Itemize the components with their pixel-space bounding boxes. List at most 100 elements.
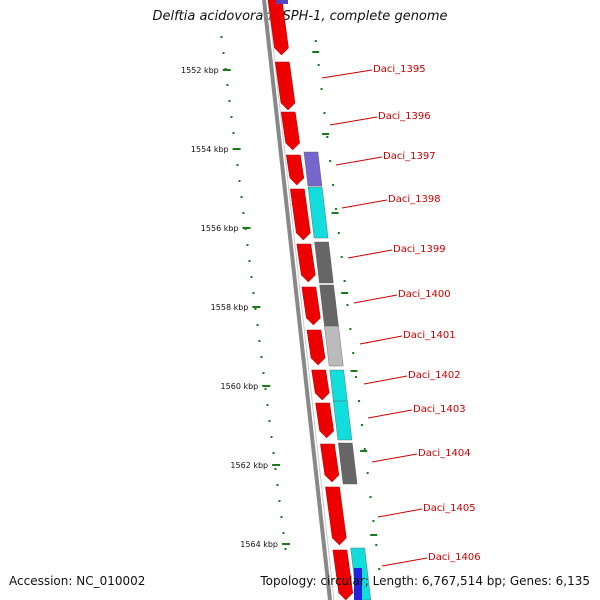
gene-label: Daci_1404 [418,448,471,459]
label-leader [359,335,403,345]
map-title: Delftia acidovorans SPH-1, complete geno… [152,9,448,24]
tick-track: 1552 kbp 1554 kbp 1556 kbp 1558 kbp 1560 kbp… [181,51,378,549]
gene-label: Daci_1396 [378,111,431,122]
gene-arrow-icon [267,0,289,56]
gc-dot [314,40,317,42]
cog-block [307,186,329,239]
gc-dot [340,256,343,258]
gc-dot [248,260,251,262]
gene-label: Daci_1406 [428,552,481,563]
tick-label: 1552 kbp [181,66,219,75]
cog-block [303,151,323,187]
gene-arrow-icon [301,286,321,326]
cog-block [354,568,362,600]
gc-dot [346,304,349,306]
tick-label: 1564 kbp [240,540,278,549]
label-leader [371,453,418,463]
gene-arrow-icon [280,111,300,151]
gc-dot [226,84,229,86]
gene-arrow-icon [315,402,334,439]
gc-dot [366,472,369,474]
gc-dot [349,328,352,330]
gene-label: Daci_1397 [383,151,436,162]
gc-dot [268,420,271,422]
cog-block [333,400,353,441]
gc-dot [378,568,381,570]
cog-block [338,442,358,485]
gc-dot [375,544,378,546]
gc-dot [280,516,283,518]
label-leader [321,69,373,79]
gene-label: Daci_1399 [393,244,446,255]
cog-block [319,284,339,328]
gc-dot [228,100,231,102]
gc-dot [252,292,255,294]
cog-block [329,369,348,403]
gc-dot [337,232,340,234]
gene-label: Daci_1395 [373,64,426,75]
gc-dot [334,208,337,210]
gc-dot [272,452,275,454]
gc-dot [360,424,363,426]
gene-arrow-icon [332,549,354,600]
label-leader [347,249,393,259]
gene-arrow-icon [311,369,330,401]
gene-label: Daci_1398 [388,194,441,205]
label-leader [363,375,408,385]
gene-arrow-icon [290,188,311,241]
label-leader [335,156,383,166]
gc-dot [284,548,287,550]
gene-label: Daci_1400 [398,289,451,300]
tick-label: 1562 kbp [230,461,268,470]
gc-dot [320,88,323,90]
gene-arrow-icon [320,443,340,483]
genome-backbone [262,0,335,600]
gc-skew-track [220,36,381,570]
gene-track [267,0,372,600]
gc-dot [250,276,253,278]
gc-dot [363,448,366,450]
label-leader [381,557,428,567]
gene-arrow-icon [285,154,305,186]
gene-arrow-icon [296,243,316,283]
gc-dot [232,132,235,134]
gc-dot [222,52,225,54]
gc-dot [264,388,267,390]
gc-dot [254,308,257,310]
label-leader [377,508,423,518]
gc-dot [270,436,273,438]
gc-dot [343,280,346,282]
cog-block [314,241,334,284]
accession-text: Accession: NC_010002 [9,574,146,588]
gc-dot [282,532,285,534]
gc-dot [372,520,375,522]
gc-dot [358,400,360,402]
backbone-line [262,0,332,600]
label-leader [341,199,388,209]
gc-dot [326,136,329,138]
gc-dot [236,164,239,166]
gc-dot [332,184,335,186]
topology-text: Topology: circular; Length: 6,767,514 bp… [260,574,590,588]
cog-block [276,0,288,4]
cog-block [324,325,344,367]
gc-dot [274,468,277,470]
gc-dot [240,196,243,198]
gc-dot [323,112,326,114]
gc-dot [262,372,265,374]
gc-dot [369,496,372,498]
gc-dot [258,340,261,342]
gc-dot [317,64,320,66]
gc-dot [352,352,355,354]
gene-arrow-icon [325,486,347,546]
gc-dot [260,356,263,358]
gc-dot [246,244,249,246]
gene-label: Daci_1405 [423,503,476,514]
tick-label: 1560 kbp [221,382,259,391]
gc-dot [329,160,332,162]
gc-dot [276,484,279,486]
label-leader [329,116,378,126]
tick-label: 1554 kbp [191,145,229,154]
gc-dot [266,404,269,406]
